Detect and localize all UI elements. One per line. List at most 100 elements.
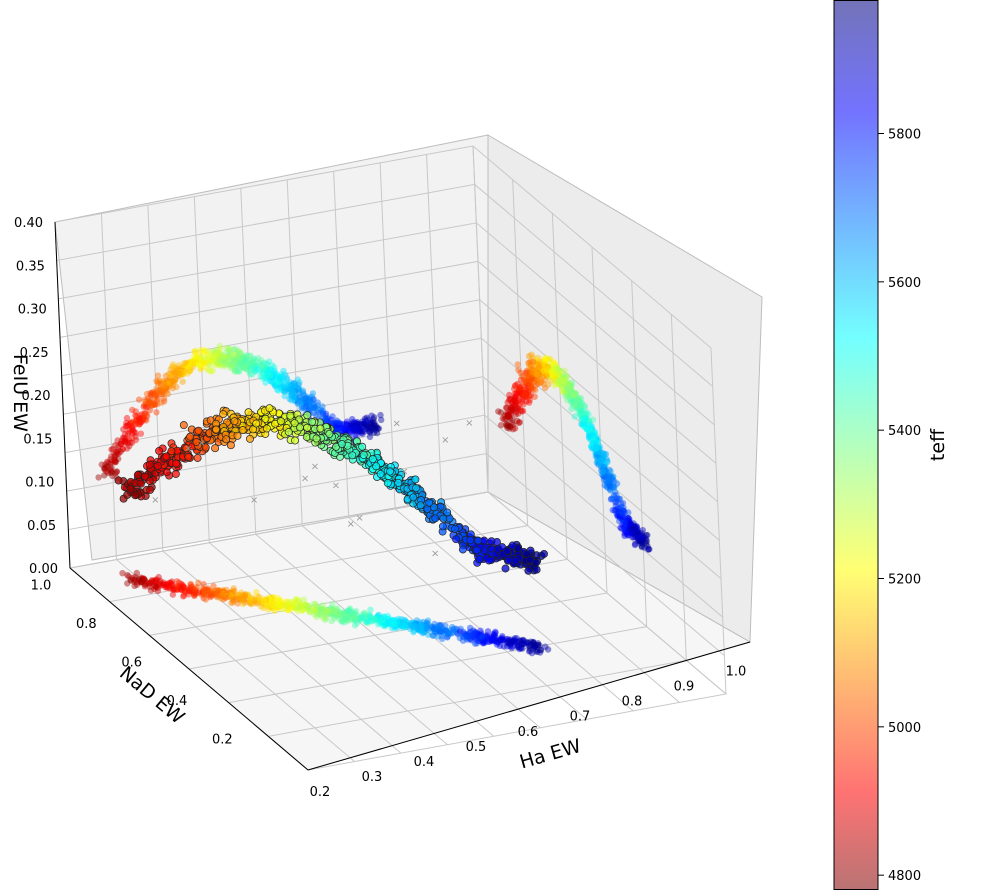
data-point xyxy=(265,373,272,380)
data-point xyxy=(542,354,549,362)
data-point xyxy=(504,556,513,565)
data-point xyxy=(597,457,605,464)
data-point xyxy=(168,581,175,588)
data-point xyxy=(570,390,578,397)
data-point xyxy=(577,410,585,417)
data-point xyxy=(525,386,533,393)
data-point xyxy=(152,392,159,399)
data-point xyxy=(536,371,543,379)
data-point xyxy=(611,498,619,506)
y-tick-label: 0.2 xyxy=(212,733,233,748)
data-point xyxy=(178,580,185,588)
data-point xyxy=(275,377,282,384)
data-point xyxy=(626,525,633,532)
x-tick-label: 0.4 xyxy=(414,755,435,770)
data-point xyxy=(593,436,600,444)
data-point xyxy=(334,425,342,433)
data-point xyxy=(610,473,617,480)
data-point xyxy=(258,357,265,364)
data-point xyxy=(568,390,575,398)
data-point xyxy=(144,412,151,420)
data-point xyxy=(217,360,224,367)
data-point xyxy=(267,374,274,381)
data-point xyxy=(178,370,185,377)
data-point xyxy=(213,358,220,366)
data-point xyxy=(118,437,126,445)
data-point xyxy=(288,387,295,394)
data-point xyxy=(520,389,528,397)
data-point xyxy=(238,426,247,435)
data-point xyxy=(279,377,287,384)
data-point xyxy=(272,373,279,381)
data-point xyxy=(132,417,139,424)
data-point xyxy=(111,452,118,459)
data-point xyxy=(517,369,524,377)
data-point xyxy=(566,388,574,395)
data-point xyxy=(516,386,523,394)
data-point xyxy=(603,468,610,476)
data-point xyxy=(625,515,632,522)
data-point xyxy=(600,452,607,459)
data-point xyxy=(332,419,339,426)
data-point xyxy=(263,365,270,372)
data-point xyxy=(549,371,556,378)
data-point xyxy=(129,427,137,434)
data-point xyxy=(359,418,366,425)
data-point xyxy=(530,371,537,378)
data-point xyxy=(558,381,566,389)
data-point xyxy=(601,451,608,458)
data-point xyxy=(275,381,282,389)
data-point xyxy=(579,414,586,421)
data-point xyxy=(506,395,513,403)
data-point xyxy=(219,353,227,360)
cross-marker: × xyxy=(431,548,439,559)
data-point xyxy=(556,378,563,385)
data-point xyxy=(594,458,602,465)
data-point xyxy=(193,583,200,591)
data-point xyxy=(113,448,121,456)
data-point xyxy=(270,370,277,377)
data-point xyxy=(514,417,521,424)
data-point xyxy=(606,466,613,474)
data-point xyxy=(519,373,526,380)
data-point xyxy=(390,618,397,625)
data-point xyxy=(555,369,562,376)
data-point xyxy=(303,400,310,407)
data-point xyxy=(167,366,174,373)
data-point xyxy=(598,467,605,475)
data-point xyxy=(637,535,645,542)
data-point xyxy=(219,356,227,363)
data-point xyxy=(301,392,309,399)
colorbar-tick-label: 5600 xyxy=(888,276,921,291)
data-point xyxy=(234,355,241,362)
data-point xyxy=(526,399,533,406)
data-point xyxy=(123,422,130,430)
data-point xyxy=(577,395,585,402)
data-point xyxy=(378,416,385,424)
data-point xyxy=(132,436,140,444)
data-point xyxy=(559,378,567,386)
data-point xyxy=(297,397,304,404)
cross-marker: × xyxy=(400,466,408,477)
data-point xyxy=(218,355,225,363)
data-point xyxy=(584,422,592,429)
data-point xyxy=(295,388,303,395)
data-point xyxy=(220,356,227,363)
data-point xyxy=(194,350,201,358)
data-point xyxy=(588,431,595,439)
z-tick-label: 0.15 xyxy=(23,432,52,447)
data-point xyxy=(272,382,279,390)
data-point xyxy=(278,371,285,378)
data-point xyxy=(638,534,646,541)
data-point xyxy=(221,361,228,368)
data-point xyxy=(594,457,601,464)
data-point xyxy=(114,437,121,444)
data-point xyxy=(526,359,533,367)
colorbar-tick-label: 5400 xyxy=(888,424,921,439)
data-point xyxy=(625,509,632,516)
data-point xyxy=(560,374,567,382)
data-point xyxy=(180,368,187,375)
data-point xyxy=(252,365,260,372)
data-point xyxy=(290,381,297,388)
data-point xyxy=(205,358,212,366)
